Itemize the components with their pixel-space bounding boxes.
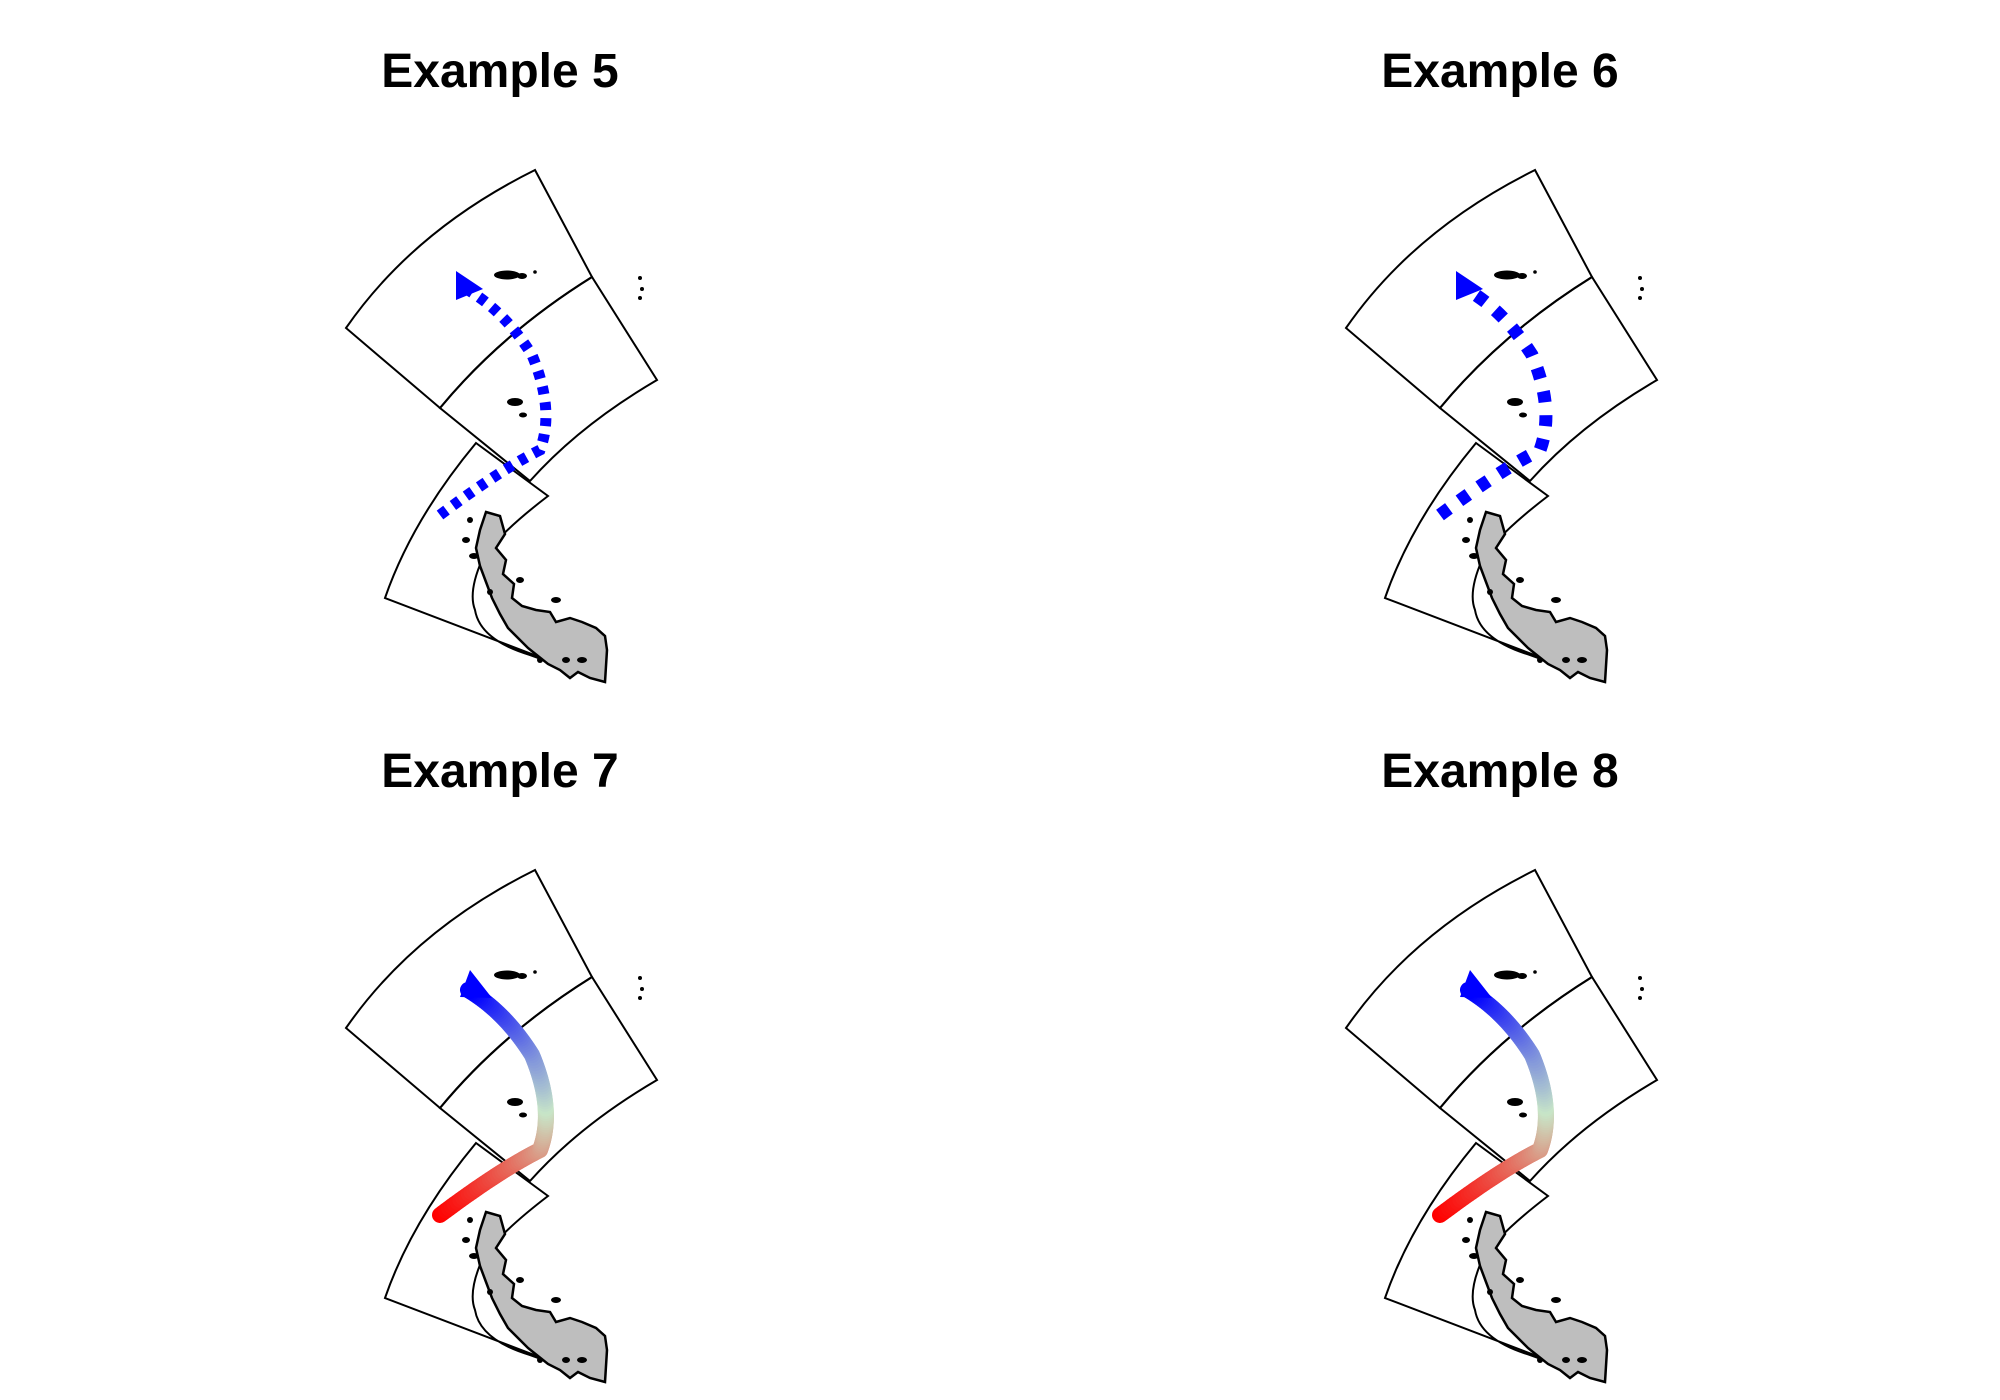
arrow-head	[460, 970, 492, 998]
zone-boundary	[1438, 975, 1659, 1183]
arrow-head	[1460, 970, 1492, 998]
map-group	[1344, 868, 1659, 1384]
coastal-island	[551, 597, 561, 603]
coastal-island	[516, 1277, 524, 1283]
peninsula-landmass	[474, 1210, 609, 1384]
island	[507, 1098, 523, 1106]
coastal-island	[537, 1357, 543, 1363]
coastal-island	[537, 657, 543, 663]
coastal-island	[1469, 553, 1479, 559]
island	[517, 973, 527, 979]
coastal-island	[467, 517, 473, 523]
island	[1519, 1112, 1527, 1118]
peninsula-landmass	[1474, 1210, 1609, 1384]
island	[533, 270, 537, 274]
island	[519, 1112, 527, 1118]
island	[494, 970, 520, 980]
coastal-island	[562, 1357, 570, 1363]
island	[638, 296, 642, 300]
island	[1533, 970, 1537, 974]
panel-title: Example 5	[381, 45, 619, 98]
coastal-island	[1562, 1357, 1570, 1363]
peninsula-landmass	[1474, 510, 1609, 684]
island	[1638, 296, 1642, 300]
arrow-head	[1456, 271, 1483, 300]
coastal-island	[1467, 517, 1473, 523]
zone-boundary	[438, 975, 659, 1183]
island	[494, 270, 520, 280]
coastal-island	[1551, 597, 1561, 603]
map-panel-example-6: Example 6	[1000, 0, 2000, 700]
island	[1517, 273, 1527, 279]
map-figure	[1344, 168, 1659, 684]
coastal-island	[551, 1297, 561, 1303]
coastal-island	[1537, 1357, 1543, 1363]
coastal-island	[1467, 1217, 1473, 1223]
island	[1519, 412, 1527, 418]
island	[517, 273, 527, 279]
island	[533, 970, 537, 974]
map-group	[344, 868, 659, 1384]
coastal-island	[1516, 577, 1524, 583]
arrow-head	[456, 271, 483, 300]
coastal-island	[467, 1217, 473, 1223]
map-figure	[344, 168, 659, 684]
island	[507, 398, 523, 406]
coastal-island	[1551, 1297, 1561, 1303]
coastal-island	[1469, 1253, 1479, 1259]
island	[1533, 270, 1537, 274]
island	[638, 996, 642, 1000]
island	[1494, 970, 1520, 980]
map-panel-example-5: Example 5	[0, 0, 1000, 700]
coastal-island	[487, 589, 493, 595]
coastal-island	[1516, 1277, 1524, 1283]
island	[640, 287, 644, 291]
island	[1507, 398, 1523, 406]
coastal-island	[487, 1289, 493, 1295]
coastal-island	[1562, 657, 1570, 663]
island	[1638, 276, 1642, 280]
peninsula-landmass	[474, 510, 609, 684]
zone-boundary	[438, 275, 659, 483]
panel-title: Example 6	[1381, 45, 1619, 98]
island	[638, 976, 642, 980]
coastal-island	[1462, 537, 1470, 543]
panel-title: Example 8	[1381, 745, 1619, 798]
coastal-island	[577, 657, 587, 663]
island	[1638, 996, 1642, 1000]
coastal-island	[516, 577, 524, 583]
island	[1494, 270, 1520, 280]
island	[519, 412, 527, 418]
island	[1507, 1098, 1523, 1106]
map-group	[344, 168, 659, 684]
coastal-island	[1577, 657, 1587, 663]
island	[1517, 973, 1527, 979]
coastal-island	[469, 1253, 479, 1259]
island	[640, 987, 644, 991]
coastal-island	[1462, 1237, 1470, 1243]
coastal-island	[562, 657, 570, 663]
island	[1640, 987, 1644, 991]
island	[1638, 976, 1642, 980]
map-group	[1344, 168, 1659, 684]
coastal-island	[462, 1237, 470, 1243]
panel-title: Example 7	[381, 745, 619, 798]
coastal-island	[1487, 1289, 1493, 1295]
map-figure	[344, 868, 659, 1384]
island	[1640, 287, 1644, 291]
coastal-island	[469, 553, 479, 559]
map-panel-example-8: Example 8	[1000, 700, 2000, 1400]
map-figure	[1344, 868, 1659, 1384]
island	[638, 276, 642, 280]
zone-boundary	[1438, 275, 1659, 483]
coastal-island	[462, 537, 470, 543]
coastal-island	[1577, 1357, 1587, 1363]
coastal-island	[1537, 657, 1543, 663]
map-panel-example-7: Example 7	[0, 700, 1000, 1400]
coastal-island	[577, 1357, 587, 1363]
coastal-island	[1487, 589, 1493, 595]
track-line	[436, 285, 552, 520]
